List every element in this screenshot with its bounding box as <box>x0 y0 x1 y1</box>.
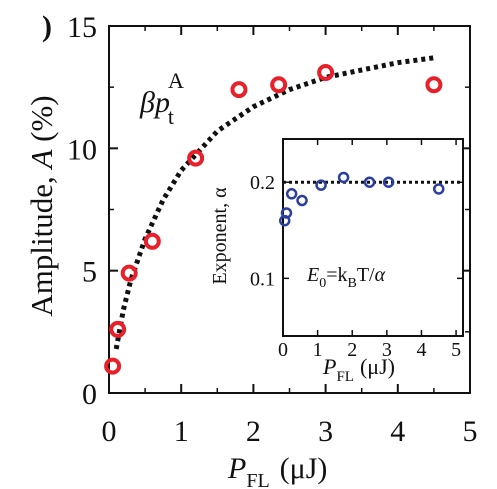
main-y-axis-label-main: Amplitude, <box>24 169 59 317</box>
inset-x-tick-label: 3 <box>382 339 392 361</box>
amplitude-points <box>104 63 443 375</box>
exponent-point <box>382 176 395 188</box>
inset-x-tick-label: 0 <box>278 339 288 361</box>
inset-annotation-rest: T/ <box>357 264 375 286</box>
amplitude-point <box>187 149 205 167</box>
fit-label-subscript: t <box>168 104 174 129</box>
inset-x-tick-label: 4 <box>416 339 426 361</box>
main-x-tick-label: 1 <box>174 415 189 448</box>
inset-x-tick-label: 2 <box>347 339 357 361</box>
exponent-point <box>280 207 293 219</box>
exponent-point <box>433 183 445 195</box>
inset-y-tick-label: 0.1 <box>250 268 275 290</box>
inset-annotation: E0=kBT/α <box>306 264 386 291</box>
exponent-point <box>363 176 376 188</box>
exponent-point <box>296 194 308 207</box>
amplitude-point <box>425 76 443 94</box>
amplitude-point <box>120 264 138 282</box>
inset-y-ticks: 0.1 0.2 <box>250 172 463 290</box>
inset-y-axis-label: Exponent, α <box>209 187 231 285</box>
inset-frame <box>282 138 464 337</box>
inset-annotation-alpha: α <box>375 264 386 286</box>
main-y-tick-label: 15 <box>67 11 97 44</box>
fit-label-base: βp <box>139 86 170 119</box>
fit-label-superscript: A <box>168 68 184 93</box>
inset-x-axis-label-unit: (μJ) <box>360 354 395 379</box>
inset-x-tick-label: 5 <box>451 339 461 361</box>
inset-y-tick-label: 0.2 <box>250 172 275 194</box>
inset-annotation-e-sub: 0 <box>319 276 326 291</box>
inset-annotation-e: E <box>306 264 319 286</box>
inset-x-axis-label-main: P <box>322 354 336 379</box>
amplitude-point <box>230 81 248 99</box>
exponent-point <box>337 171 350 184</box>
inset-x-ticks: 0 1 2 3 4 5 <box>278 139 461 361</box>
main-x-axis-label: PFL (μJ) <box>227 452 327 489</box>
fit-curve <box>113 55 435 350</box>
fit-label: βpA t <box>139 68 184 129</box>
main-x-axis-label-main: P <box>227 452 246 485</box>
main-x-tick-label: 5 <box>463 415 478 448</box>
exponent-point <box>285 188 298 200</box>
exponent-point <box>315 179 327 191</box>
main-x-tick-label: 0 <box>102 415 117 448</box>
main-x-tick-label: 4 <box>390 415 405 448</box>
inset-annotation-eq: =k <box>326 264 347 286</box>
amplitude-point <box>104 357 122 375</box>
main-x-ticks: 0 1 2 3 4 5 <box>102 26 478 448</box>
amplitude-point <box>270 76 288 94</box>
main-y-tick-label: 5 <box>82 256 97 289</box>
main-x-axis-label-unit: (μJ) <box>280 452 328 485</box>
main-y-tick-label: 0 <box>82 378 97 411</box>
amplitude-point <box>109 320 127 338</box>
panel-label: ) <box>42 10 52 43</box>
main-x-axis-label-sub: FL <box>246 470 269 489</box>
amplitude-point <box>143 232 161 250</box>
inset-x-tick-label: 1 <box>313 339 323 361</box>
exponent-points <box>278 171 445 227</box>
main-x-tick-label: 2 <box>246 415 261 448</box>
main-y-axis-label: Amplitude, A (%) <box>24 95 59 316</box>
amplitude-point <box>317 63 335 81</box>
inset-x-axis-label-sub: FL <box>336 369 354 385</box>
main-y-axis-label-var: A <box>24 149 59 171</box>
main-x-tick-label: 3 <box>318 415 333 448</box>
inset-x-axis-label: PFL (μJ) <box>322 354 395 385</box>
inset-annotation-k-sub: B <box>348 276 357 291</box>
main-y-axis-label-unit: (%) <box>24 95 59 149</box>
main-y-tick-label: 10 <box>67 133 97 166</box>
